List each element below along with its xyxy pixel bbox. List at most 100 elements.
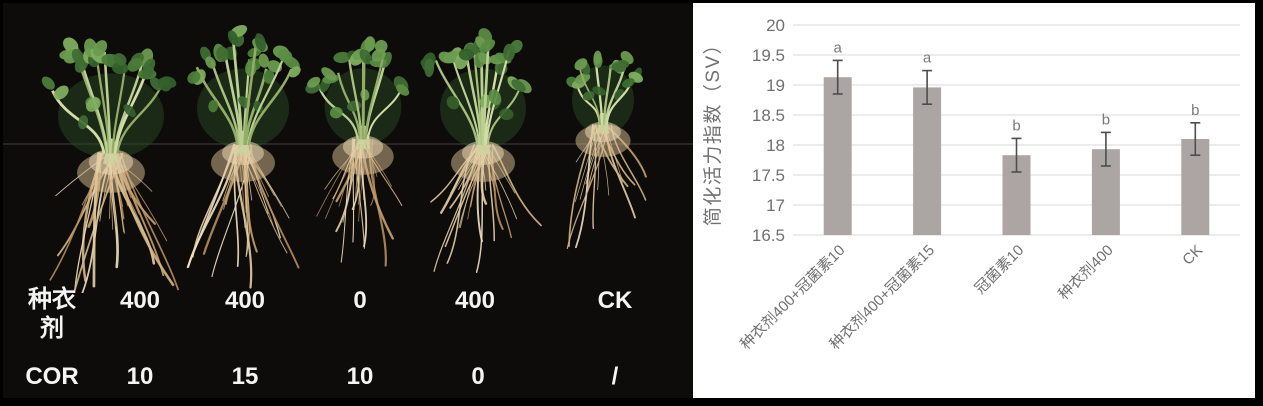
leaf: [263, 70, 275, 84]
leaf: [582, 91, 595, 101]
foliage-mass: [197, 68, 289, 149]
sig-letter: b: [1191, 102, 1199, 119]
stem: [247, 68, 293, 146]
y-axis-title: 简化活力指数（SV）: [702, 34, 724, 226]
leaf: [63, 37, 79, 53]
leaf: [374, 39, 388, 53]
y-tick-label: 20: [766, 16, 785, 35]
leaf: [78, 115, 89, 130]
stem: [602, 64, 612, 126]
sig-letter: a: [923, 50, 932, 67]
leaf: [254, 33, 267, 52]
stem: [451, 56, 481, 146]
leaf: [208, 99, 219, 113]
stem: [348, 58, 363, 140]
seedlings-photo: [3, 25, 693, 293]
leaf: [359, 49, 372, 65]
y-tick-label: 18.5: [752, 106, 785, 125]
leaf: [283, 55, 300, 70]
leaf: [127, 57, 143, 72]
leaf: [53, 85, 69, 100]
stem: [231, 39, 244, 146]
row-label-seed-coating: 种衣剂: [28, 286, 76, 342]
seed-coating-value: 0: [353, 287, 367, 314]
seedling: [305, 36, 410, 267]
stem: [111, 65, 127, 154]
y-tick-label: 19: [766, 76, 785, 95]
leaf: [307, 76, 321, 88]
seedling: [186, 25, 301, 289]
leaf: [329, 106, 343, 119]
leaf: [93, 40, 108, 57]
category-label: 冠菌素10: [972, 242, 1028, 298]
seed-coating-value: 400: [119, 287, 161, 314]
leaf: [227, 30, 239, 46]
y-tick-label: 17: [766, 196, 785, 215]
root-mass: [584, 121, 622, 143]
cor-value: 10: [346, 363, 374, 390]
root-mass: [222, 141, 264, 165]
leaf: [499, 108, 514, 121]
leaf: [333, 51, 351, 64]
sig-letter: b: [1012, 117, 1020, 134]
bar: [823, 77, 852, 235]
leaf: [424, 58, 435, 78]
vigor-bar-chart: 16.5 17 17.5 18 18.5 19 19.5 20 简化活力指数（SV） a 种衣剂40…: [702, 16, 1240, 353]
stem: [210, 60, 241, 146]
seedling-photo-panel: 种衣剂 400 400 0 400 CK COR 10 15 10 0 /: [3, 3, 693, 398]
seed-coating-value: 400: [454, 287, 496, 314]
leaf: [216, 46, 229, 62]
leaf: [446, 96, 460, 110]
leaf: [592, 86, 607, 96]
leaf: [157, 77, 172, 92]
leaf: [86, 97, 101, 112]
leaf: [187, 71, 201, 84]
leaf: [503, 43, 516, 62]
stem: [116, 81, 165, 154]
stem: [434, 59, 479, 146]
leaf: [113, 53, 127, 66]
leaf: [141, 65, 154, 79]
vigor-chart-panel: 16.5 17 17.5 18 18.5 19 19.5 20 简化活力指数（SV） a 种衣剂40…: [693, 3, 1255, 398]
cor-value: 10: [126, 363, 154, 390]
y-tick-label: 18: [766, 136, 785, 155]
sig-letter: b: [1102, 111, 1110, 128]
category-label: 种衣剂400: [1055, 242, 1117, 304]
leaf: [288, 66, 301, 78]
cor-value: /: [611, 363, 619, 390]
leaf: [123, 104, 136, 118]
category-label: CK: [1179, 242, 1206, 269]
seed-coating-value: 400: [224, 287, 266, 314]
cor-value: 0: [471, 363, 485, 390]
root-mass: [88, 149, 134, 175]
leaf: [488, 89, 502, 106]
stem: [246, 56, 285, 146]
leaf: [593, 50, 602, 65]
bar: [913, 87, 942, 236]
leaf: [71, 48, 86, 67]
y-tick-label: 16.5: [752, 226, 785, 245]
y-tick-label: 19.5: [752, 46, 785, 65]
leaf: [574, 58, 588, 71]
leaf: [396, 84, 410, 96]
row-label-cor: COR: [25, 363, 79, 390]
leaf: [205, 56, 216, 69]
sig-letter: a: [834, 39, 843, 56]
leaf: [321, 67, 337, 81]
cor-value: 15: [231, 363, 259, 390]
seed-coating-value: CK: [597, 287, 633, 314]
root-mass: [462, 141, 504, 165]
seedling: [420, 28, 542, 273]
seedling: [566, 50, 647, 249]
leaf: [479, 39, 496, 53]
leaf: [511, 79, 526, 92]
y-tick-label: 17.5: [752, 166, 785, 185]
leaf: [41, 76, 55, 90]
leaf: [364, 36, 376, 52]
stem: [482, 43, 490, 146]
leaf: [258, 53, 269, 68]
seedling: [41, 37, 179, 293]
root-mass: [342, 135, 384, 159]
leaf: [617, 59, 630, 69]
